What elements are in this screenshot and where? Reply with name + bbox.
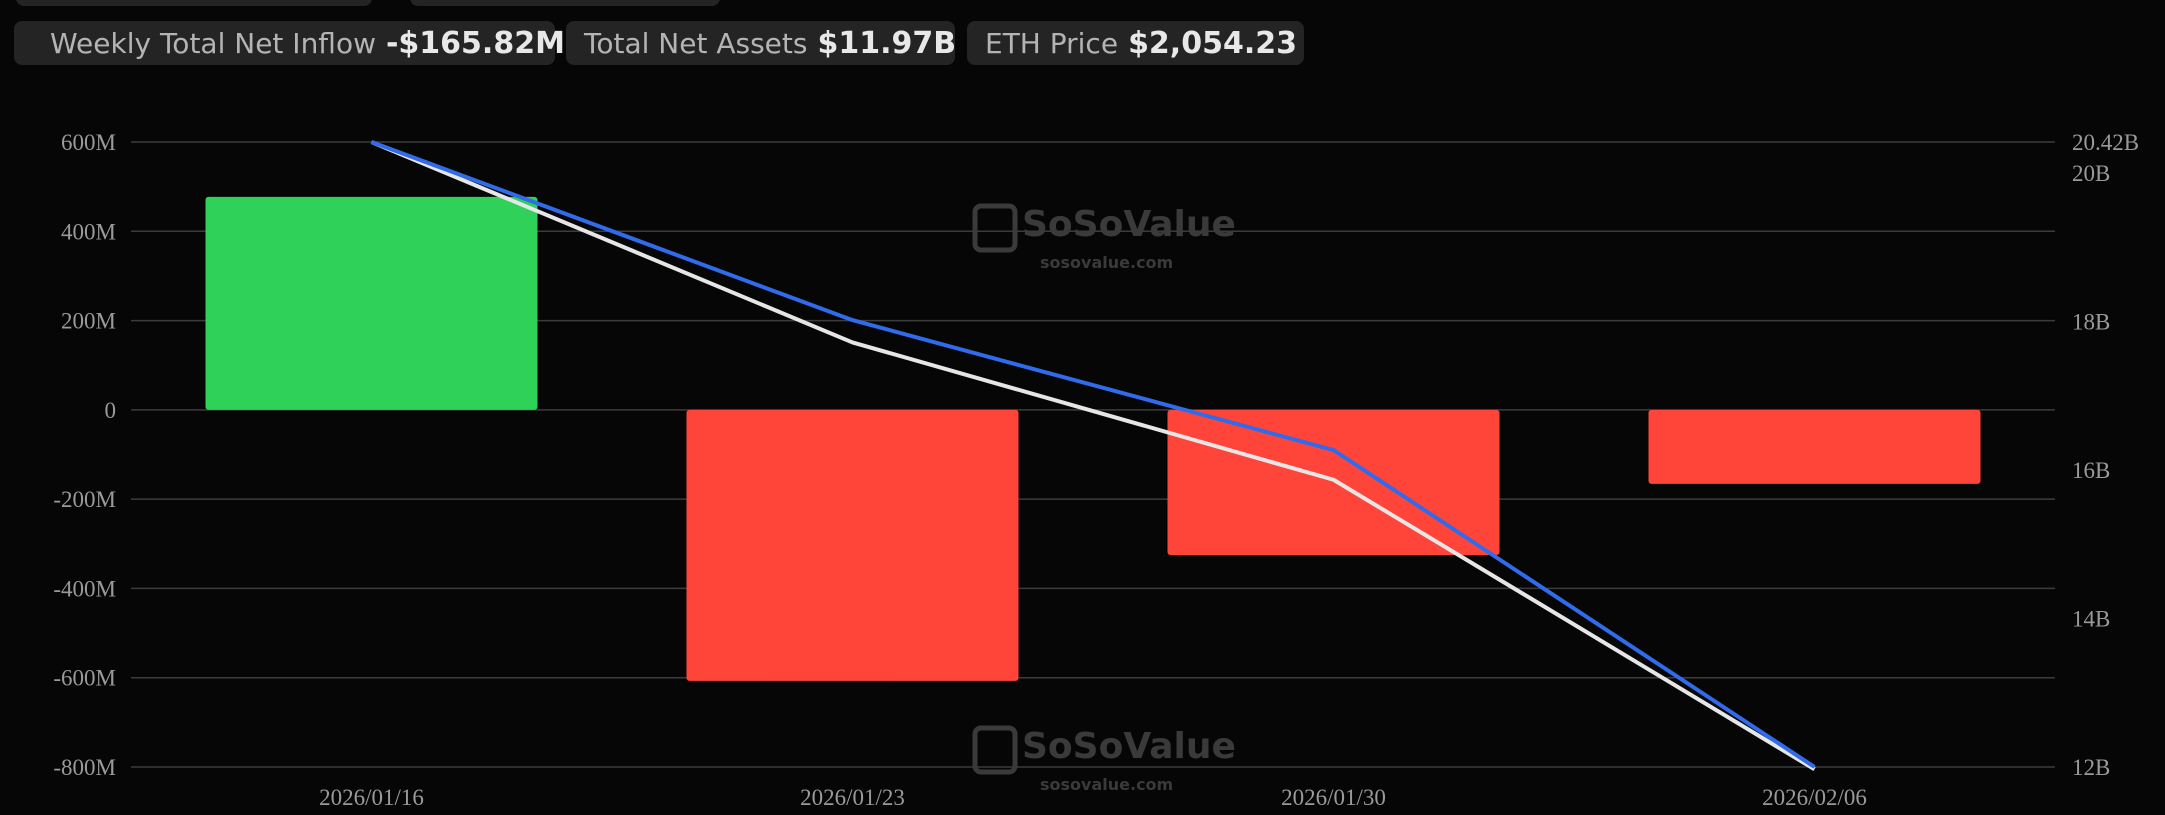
right-axis-tick-label: 12B xyxy=(2072,755,2110,780)
legend-value: -$165.82M xyxy=(385,25,565,61)
legend-label: Total Net Assets xyxy=(584,26,808,60)
x-axis-tick-label: 2026/02/06 xyxy=(1762,785,1867,810)
left-axis-tick-label: 200M xyxy=(61,309,116,334)
left-axis-tick-label: -800M xyxy=(53,755,116,780)
right-axis-tick-label: 16B xyxy=(2072,458,2110,483)
legend-net-inflow[interactable]: Weekly Total Net Inflow -$165.82M xyxy=(14,21,565,65)
bar-net-inflow xyxy=(1167,409,1500,555)
left-axis-tick-label: -400M xyxy=(53,576,116,601)
left-axis-tick-label: 0 xyxy=(105,398,117,423)
x-axis-tick-label: 2026/01/23 xyxy=(800,785,905,810)
watermark-brand: SoSoValue xyxy=(1022,726,1236,767)
legend-label: Weekly Total Net Inflow xyxy=(50,26,376,60)
watermark-bottom: SoSoValue sosovalue.com xyxy=(972,725,1236,794)
truncated-control[interactable] xyxy=(16,0,372,6)
legend-value: $2,054.23 xyxy=(1128,25,1297,61)
watermark-url: sosovalue.com xyxy=(1040,775,1173,794)
sosovalue-logo-icon xyxy=(972,203,1018,253)
x-axis-tick-label: 2026/01/30 xyxy=(1281,785,1386,810)
right-axis-tick-label: 20B xyxy=(2072,161,2110,186)
bar-net-inflow xyxy=(1648,409,1981,484)
watermark-brand: SoSoValue xyxy=(1022,204,1236,245)
truncated-control[interactable] xyxy=(410,0,720,6)
x-axis-tick-label: 2026/01/16 xyxy=(319,785,424,810)
legend-eth-price[interactable]: ETH Price $2,054.23 xyxy=(967,21,1304,65)
right-axis-tick-label: 20.42B xyxy=(2072,130,2139,155)
line-eth-price xyxy=(370,140,1816,769)
watermark-url: sosovalue.com xyxy=(1040,253,1173,272)
legend-label: ETH Price xyxy=(985,26,1119,60)
legend-total-net-assets[interactable]: Total Net Assets $11.97B xyxy=(566,21,957,65)
left-axis-tick-label: -600M xyxy=(53,666,116,691)
left-axis-tick-label: -200M xyxy=(53,487,116,512)
bar-net-inflow xyxy=(686,409,1019,681)
left-axis-tick-label: 600M xyxy=(61,130,116,155)
line-total-net-assets xyxy=(370,140,1816,771)
left-axis-tick-label: 400M xyxy=(61,219,116,244)
sosovalue-logo-icon xyxy=(972,725,1018,775)
bar-net-inflow xyxy=(205,196,538,410)
watermark-top: SoSoValue sosovalue.com xyxy=(972,203,1236,272)
legend-value: $11.97B xyxy=(817,25,957,61)
right-axis-tick-label: 18B xyxy=(2072,310,2110,335)
right-axis-tick-label: 14B xyxy=(2072,607,2110,632)
